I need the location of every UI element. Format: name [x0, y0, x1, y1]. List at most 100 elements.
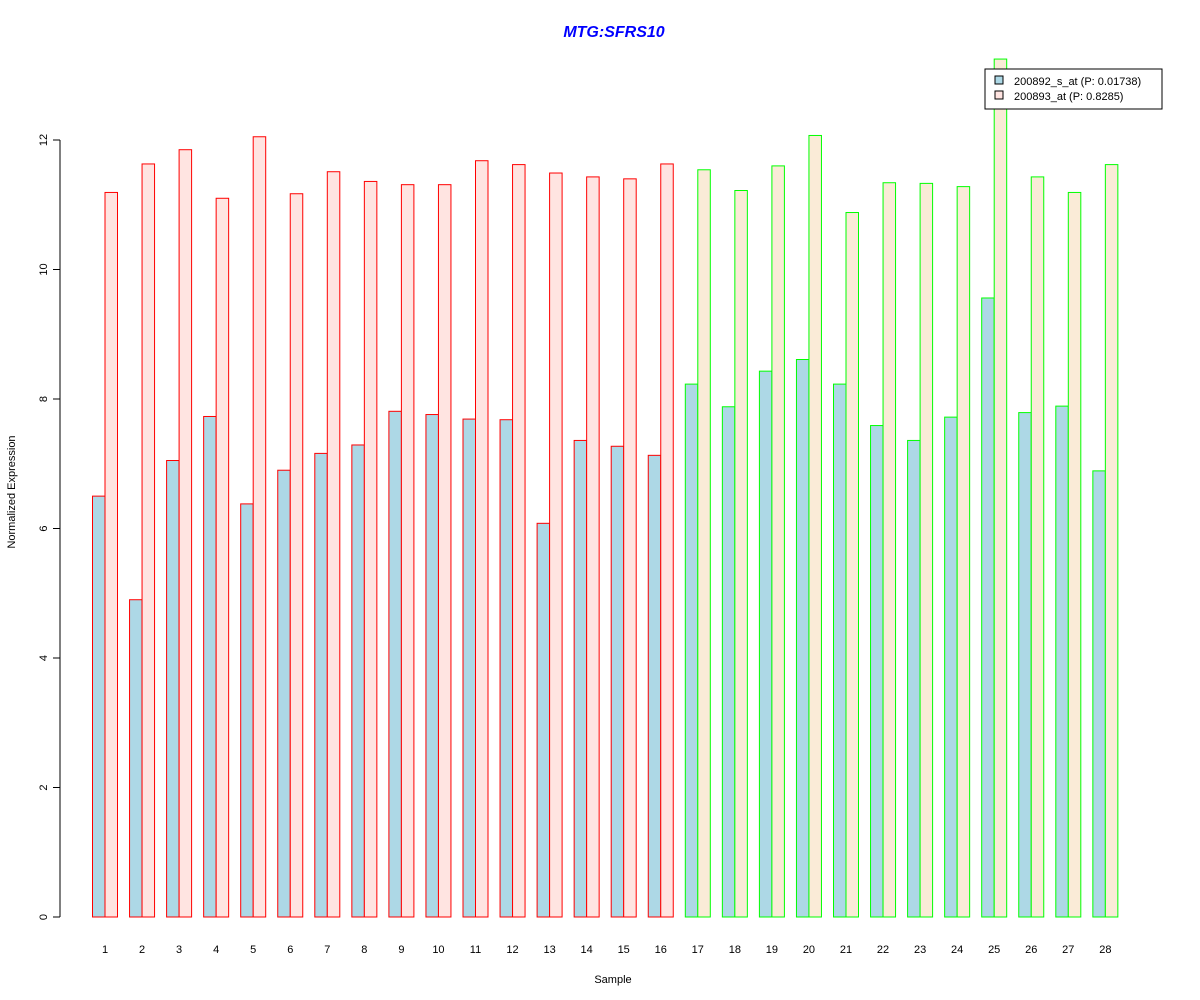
bar-series-2 — [400, 184, 415, 918]
bar-series-2 — [475, 160, 489, 918]
x-tick-label: 25 — [988, 944, 1000, 956]
bar-series-1 — [166, 460, 180, 918]
bar-series-2 — [771, 165, 785, 918]
bar-series-2 — [993, 58, 1008, 918]
bar-series-1 — [981, 297, 995, 918]
bar-series-1 — [870, 425, 884, 918]
bar-series-1 — [277, 469, 291, 918]
y-tick-label: 10 — [38, 263, 50, 275]
bar-series-2 — [845, 212, 859, 918]
legend-label-series-1: 200892_s_at (P: 0.01738) — [1014, 76, 1141, 88]
x-tick-label: 28 — [1099, 944, 1111, 956]
bar-series-1 — [907, 439, 921, 918]
x-tick-label: 11 — [470, 944, 481, 956]
bar-series-1 — [314, 452, 328, 918]
x-tick-label: 4 — [213, 944, 219, 956]
x-tick-label: 21 — [840, 944, 852, 956]
bar-series-1 — [462, 418, 476, 918]
y-tick-label: 2 — [38, 784, 50, 790]
legend: 200892_s_at (P: 0.01738) 200893_at (P: 0… — [984, 68, 1163, 110]
x-tick-label: 17 — [692, 944, 704, 956]
y-axis-label: Normalized Expression — [6, 435, 18, 548]
x-tick-label: 27 — [1062, 944, 1074, 956]
bar-series-2 — [252, 136, 267, 918]
bar-series-2 — [882, 182, 897, 918]
y-tick-label: 8 — [38, 396, 50, 402]
bar-series-2 — [289, 193, 304, 918]
bar-series-1 — [351, 444, 365, 918]
bar-series-2 — [808, 134, 822, 918]
bar-series-2 — [141, 163, 156, 918]
x-tick-label: 26 — [1025, 944, 1037, 956]
x-tick-label: 6 — [287, 944, 293, 956]
bar-series-2 — [1104, 164, 1119, 918]
bar-series-1 — [795, 359, 810, 918]
bar-series-1 — [647, 454, 662, 918]
x-tick-label: 20 — [803, 944, 815, 956]
x-tick-label: 19 — [766, 944, 778, 956]
bar-series-1 — [388, 410, 402, 918]
bar-series-2 — [623, 178, 637, 918]
x-tick-label: 14 — [581, 944, 593, 956]
x-tick-label: 8 — [361, 944, 367, 956]
x-tick-labels: 1 2 3 4 5 6 7 8 9 10 11 12 13 14 15 16 17 18 19 20 21 22 23 24 2… — [102, 944, 1112, 956]
x-tick-label: 9 — [398, 944, 404, 956]
bar-series-2 — [697, 169, 711, 918]
bar-series-1 — [499, 419, 514, 918]
bar-series-2 — [512, 164, 526, 918]
x-tick-label: 10 — [432, 944, 444, 956]
y-tick-label: 6 — [38, 525, 50, 531]
bar-series-2 — [1030, 176, 1045, 918]
bar-series-1 — [425, 414, 439, 918]
x-tick-label: 13 — [543, 944, 555, 956]
y-tick-label: 0 — [38, 914, 50, 920]
legend-box — [984, 68, 1163, 110]
x-axis-label: Sample — [594, 974, 631, 986]
x-tick-label: 24 — [951, 944, 963, 956]
bar-series-2 — [178, 149, 193, 918]
bar-series-1 — [1092, 470, 1106, 918]
bar-series-2 — [326, 171, 341, 918]
bar-series-1 — [684, 383, 699, 918]
x-tick-label: 18 — [729, 944, 741, 956]
bar-series-1 — [758, 370, 773, 918]
bars-group — [92, 58, 1119, 918]
bar-series-1 — [1018, 412, 1032, 918]
x-tick-label: 1 — [102, 944, 108, 956]
x-tick-label: 22 — [877, 944, 889, 956]
x-tick-label: 3 — [176, 944, 182, 956]
bar-series-2 — [919, 182, 934, 918]
x-tick-label: 5 — [250, 944, 256, 956]
bar-series-1 — [129, 599, 143, 918]
x-tick-label: 16 — [655, 944, 667, 956]
x-tick-label: 2 — [139, 944, 145, 956]
bar-series-2 — [363, 180, 378, 918]
bar-series-2 — [956, 186, 971, 918]
bar-series-1 — [610, 445, 625, 918]
x-tick-label: 23 — [914, 944, 926, 956]
bar-series-2 — [104, 191, 118, 918]
bar-series-2 — [437, 184, 452, 918]
y-tick-label: 4 — [38, 655, 50, 661]
bar-series-1 — [833, 383, 847, 918]
x-tick-label: 15 — [618, 944, 630, 956]
bar-series-1 — [1055, 405, 1069, 918]
bar-series-1 — [536, 522, 551, 918]
bar-series-1 — [92, 495, 106, 918]
bar-series-2 — [1067, 191, 1082, 918]
y-axis: 0 2 4 6 8 10 12 — [38, 134, 61, 920]
x-tick-label: 7 — [324, 944, 330, 956]
bar-series-2 — [734, 190, 748, 918]
x-tick-label: 12 — [506, 944, 518, 956]
bar-series-1 — [944, 416, 958, 918]
chart-title: MTG:SFRS10 — [563, 24, 664, 41]
legend-label-series-2: 200893_at (P: 0.8285) — [1014, 91, 1123, 103]
legend-swatch-series-1 — [994, 75, 1004, 85]
bar-series-2 — [215, 197, 230, 918]
bar-series-1 — [573, 439, 588, 918]
bar-series-1 — [240, 503, 254, 918]
bar-series-2 — [549, 172, 563, 918]
y-tick-label: 12 — [38, 134, 50, 146]
bar-series-2 — [586, 176, 600, 918]
